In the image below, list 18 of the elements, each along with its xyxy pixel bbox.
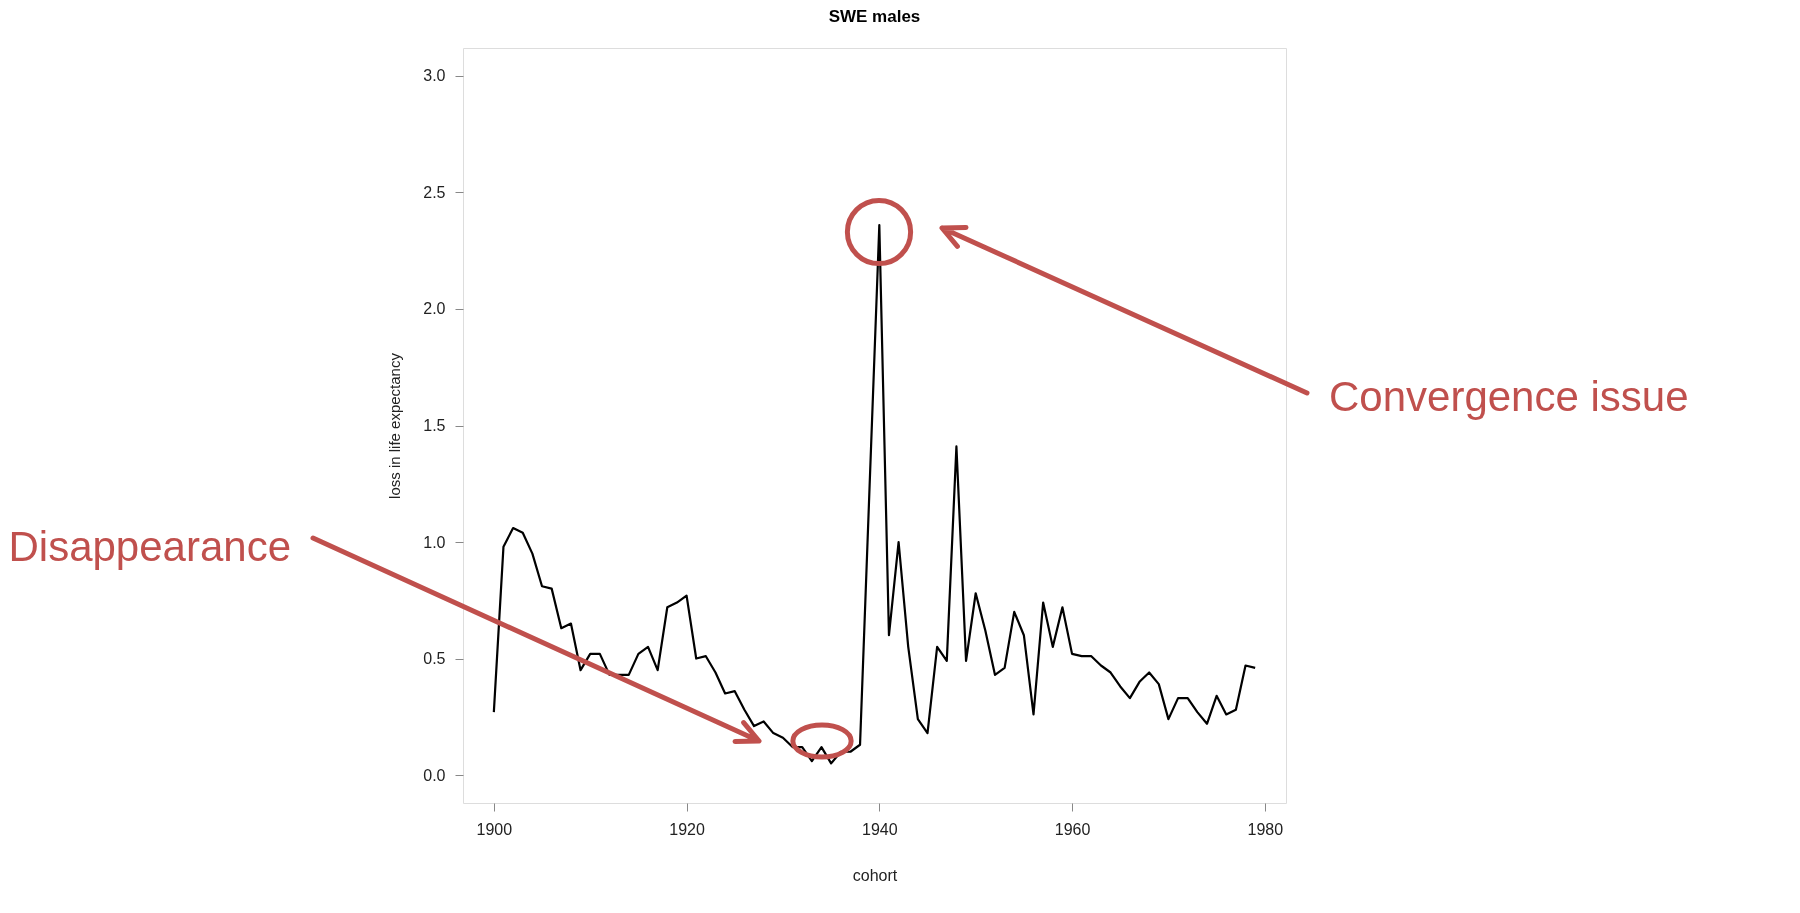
x-tick-label: 1920 — [669, 820, 705, 838]
x-tick-label: 1960 — [1054, 820, 1091, 838]
chart-title: SWE males — [828, 7, 921, 26]
y-tick-label: 3.0 — [423, 67, 446, 85]
x-tick-label: 1980 — [1247, 820, 1284, 838]
y-tick-label: 1.5 — [423, 417, 446, 434]
y-tick-label: 2.0 — [423, 300, 446, 318]
y-axis-title: loss in life expectancy — [386, 352, 404, 499]
text: Convergence issue — [1329, 373, 1689, 420]
x-axis-title: cohort — [852, 866, 898, 884]
y-tick-label: 2.5 — [423, 183, 446, 201]
x-tick-label: 1900 — [476, 820, 513, 838]
y-tick-label: 0.5 — [423, 650, 446, 668]
line-series — [492, 224, 1257, 765]
y-tick-label: 1.0 — [423, 533, 446, 551]
y-tick-label: 0.0 — [423, 766, 446, 784]
text: Disappearance — [8, 523, 291, 570]
x-tick-label: 1940 — [862, 820, 898, 838]
